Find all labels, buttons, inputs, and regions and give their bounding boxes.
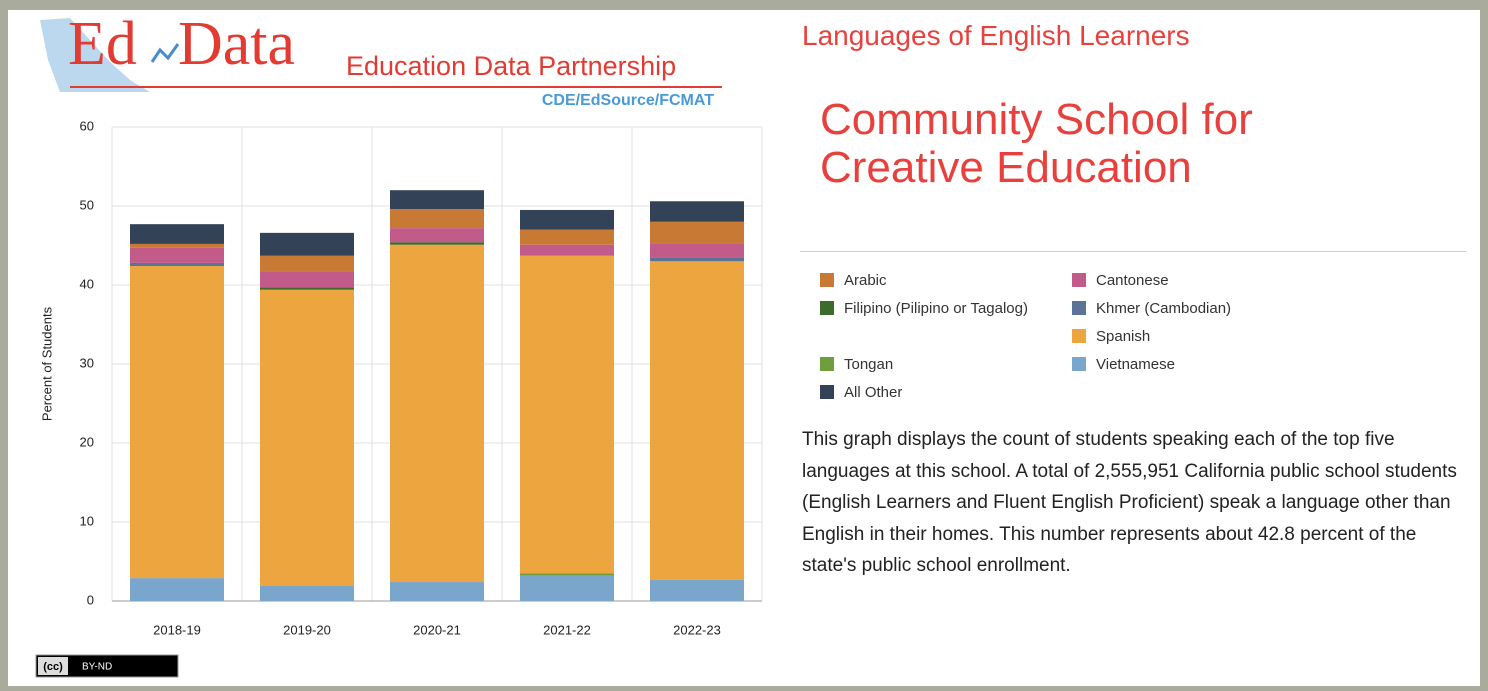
bar-segment <box>260 289 354 586</box>
legend-label: Vietnamese <box>1096 356 1175 373</box>
bar-segment <box>130 578 224 601</box>
legend-swatch <box>1072 357 1086 371</box>
legend-label: Spanish <box>1096 328 1151 345</box>
bar-segment <box>520 573 614 576</box>
bar-segment <box>390 244 484 583</box>
bar-segment <box>650 257 744 262</box>
legend-label: Cantonese <box>1096 272 1169 289</box>
license-cc: (cc) <box>43 661 63 673</box>
bar-segment <box>650 201 744 222</box>
x-tick-label: 2021-22 <box>543 622 591 637</box>
legend-swatch <box>1072 329 1086 343</box>
license-badge <box>35 654 179 678</box>
x-tick-label: 2020-21 <box>413 622 461 637</box>
logo-name: Education Data Partnership <box>346 51 676 81</box>
bar-segment <box>260 232 354 256</box>
legend-swatch <box>820 273 834 287</box>
legend-swatch <box>1072 301 1086 315</box>
x-tick-label: 2019-20 <box>283 622 331 637</box>
logo-partners: CDE/EdSource/FCMAT <box>542 92 714 109</box>
y-tick-label: 60 <box>80 118 94 133</box>
bar-segment <box>520 209 614 230</box>
logo-mark-left: Ed <box>68 10 137 78</box>
legend-item: Spanish <box>1072 329 1296 345</box>
legend-swatch <box>820 385 834 399</box>
bar-segment <box>390 228 484 243</box>
legend-item: Tongan <box>820 357 1044 373</box>
legend-label: Arabic <box>844 272 887 289</box>
heading: Languages of English Learners <box>802 20 1190 51</box>
legend-label: Khmer (Cambodian) <box>1096 300 1232 317</box>
y-axis-label: Percent of Students <box>39 306 54 421</box>
legend-swatch <box>820 301 834 315</box>
bar-segment <box>520 229 614 245</box>
legend-item: Cantonese <box>1072 273 1296 289</box>
license-cc-bg <box>38 657 68 675</box>
bar-segment <box>390 209 484 229</box>
legend-item: All Other <box>820 385 1044 401</box>
legend-item: Arabic <box>820 273 1044 289</box>
y-tick-label: 10 <box>80 513 94 528</box>
bar-segment <box>260 271 354 288</box>
legend-label: Filipino (Pilipino or Tagalog) <box>844 300 1028 317</box>
bar-segment <box>650 243 744 258</box>
bar-segment <box>260 585 354 601</box>
y-tick-label: 40 <box>80 276 94 291</box>
school-name: Community School for Creative Education <box>820 95 1253 192</box>
bar-segment <box>130 262 224 267</box>
bar-segment <box>390 242 484 245</box>
logo-map <box>40 18 150 92</box>
x-tick-label: 2022-23 <box>673 622 721 637</box>
bar-segment <box>520 255 614 574</box>
description: This graph displays the count of student… <box>802 429 1457 576</box>
y-tick-label: 30 <box>80 355 94 370</box>
y-tick-label: 20 <box>80 434 94 449</box>
legend-item: Khmer (Cambodian) <box>1072 301 1296 317</box>
logo-mark-right: Data <box>178 10 295 78</box>
bar-segment <box>520 575 614 601</box>
bar-segment <box>130 224 224 244</box>
bar-segment <box>650 579 744 601</box>
y-tick-label: 0 <box>87 592 94 607</box>
bar-segment <box>650 261 744 580</box>
logo-icon <box>150 43 180 63</box>
bar-segment <box>130 266 224 579</box>
bar-segment <box>260 287 354 290</box>
license-terms: BY-ND <box>82 662 112 673</box>
bar-segment <box>390 190 484 210</box>
bar-segment <box>130 247 224 263</box>
legend-item: Vietnamese <box>1072 357 1296 373</box>
bar-segment <box>520 244 614 256</box>
bar-segment <box>260 255 354 272</box>
legend-swatch <box>1072 273 1086 287</box>
divider <box>800 251 1466 252</box>
legend-label: Tongan <box>844 356 894 373</box>
bar-segment <box>130 243 224 248</box>
bar-segment <box>390 582 484 601</box>
x-tick-label: 2018-19 <box>153 622 201 637</box>
y-tick-label: 50 <box>80 197 94 212</box>
legend-item: Filipino (Pilipino or Tagalog) <box>820 301 1044 317</box>
legend-swatch <box>820 357 834 371</box>
bar-segment <box>650 221 744 244</box>
legend-label: All Other <box>844 384 903 401</box>
